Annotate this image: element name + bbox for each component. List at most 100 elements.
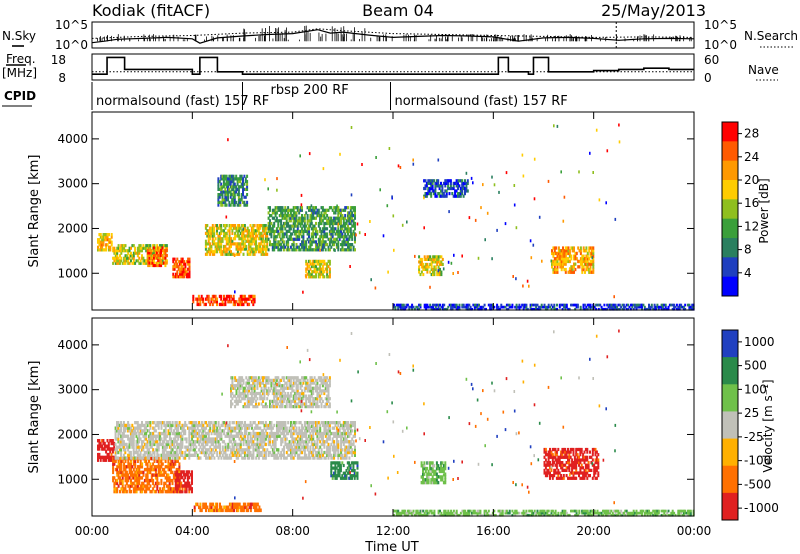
power-cell xyxy=(177,265,180,269)
velocity-cell xyxy=(113,444,116,448)
power-cell xyxy=(434,184,437,188)
velocity-cell xyxy=(178,431,181,436)
power-cell xyxy=(183,275,186,279)
power-cell xyxy=(235,247,238,251)
power-cell xyxy=(320,229,323,233)
power-cell xyxy=(253,242,256,246)
power-cell xyxy=(553,305,556,309)
velocity-cell xyxy=(252,440,255,444)
velocity-cell xyxy=(139,423,142,428)
power-cell xyxy=(337,248,340,252)
velocity-cell xyxy=(189,442,192,447)
velocity-cell xyxy=(312,423,315,428)
power-cell xyxy=(340,221,342,226)
velocity-cell xyxy=(257,450,260,455)
velocity-cell xyxy=(128,429,131,433)
velocity-cell xyxy=(168,445,171,449)
velocity-cell xyxy=(298,421,301,425)
power-speck xyxy=(322,167,325,171)
power-cell xyxy=(579,259,582,264)
power-cell xyxy=(455,189,458,193)
power-cell xyxy=(284,221,287,226)
power-cell xyxy=(204,302,207,307)
power-cell xyxy=(441,186,444,191)
velocity-cell xyxy=(159,465,162,469)
power-cell xyxy=(147,251,150,255)
velocity-cell xyxy=(231,421,234,425)
velocity-cell xyxy=(180,481,183,485)
velocity-cell xyxy=(188,434,191,438)
velocity-cell xyxy=(120,429,123,433)
power-cell xyxy=(213,231,216,235)
velocity-cell xyxy=(116,426,118,430)
velocity-cell xyxy=(234,505,237,510)
power-cell xyxy=(586,267,589,272)
power-cell xyxy=(444,184,447,188)
power-cell xyxy=(319,235,322,239)
velocity-cell xyxy=(121,456,124,460)
power-cell xyxy=(246,237,249,241)
power-cell xyxy=(236,226,239,230)
power-cell xyxy=(179,272,181,276)
power-cell xyxy=(262,252,264,256)
velocity-cell xyxy=(138,453,141,457)
velocity-cell xyxy=(184,473,187,477)
velocity-cell xyxy=(238,505,241,510)
velocity-cell xyxy=(142,487,145,491)
power-speck xyxy=(369,220,371,223)
velocity-cell xyxy=(219,431,221,436)
power-cell xyxy=(120,259,123,263)
power-cell xyxy=(321,267,324,271)
velocity-cell xyxy=(174,462,177,466)
power-cell xyxy=(113,256,116,260)
velocity-cell xyxy=(172,489,175,494)
velocity-cell xyxy=(259,508,262,513)
power-cell xyxy=(296,245,299,249)
velocity-cell xyxy=(116,437,118,441)
power-cell xyxy=(228,244,231,249)
power-speck xyxy=(300,203,303,207)
power-cell xyxy=(231,297,234,301)
power-cell xyxy=(236,177,239,181)
power-cell xyxy=(213,294,216,299)
velocity-cell xyxy=(223,421,226,425)
velocity-cell xyxy=(159,442,162,447)
power-cell xyxy=(354,208,356,212)
velocity-cell xyxy=(292,440,295,444)
power-cell xyxy=(394,305,397,309)
power-cell xyxy=(437,179,440,183)
velocity-cell xyxy=(120,459,123,463)
power-cell xyxy=(430,186,433,191)
velocity-cell xyxy=(312,442,315,447)
power-cell xyxy=(146,244,149,248)
velocity-cell xyxy=(161,467,164,472)
velocity-cell xyxy=(114,429,117,433)
power-cell xyxy=(257,229,260,233)
power-cell xyxy=(529,307,532,311)
velocity-cell xyxy=(149,423,152,428)
power-cell xyxy=(235,226,238,230)
power-cell xyxy=(207,250,210,254)
power-cell xyxy=(465,181,468,185)
power-cell xyxy=(267,216,270,220)
power-cell xyxy=(622,305,625,309)
power-cell xyxy=(340,214,342,218)
velocity-cell xyxy=(260,453,263,457)
velocity-cell xyxy=(134,429,137,433)
power-cell xyxy=(278,227,281,231)
power-cell xyxy=(139,249,142,253)
power-cell xyxy=(236,203,239,207)
velocity-cell xyxy=(226,505,228,510)
power-cell xyxy=(136,249,139,253)
velocity-cell xyxy=(181,487,184,491)
power-cell xyxy=(245,247,248,251)
velocity-cell xyxy=(138,467,141,472)
power-cell xyxy=(242,200,244,204)
velocity-cell xyxy=(209,440,212,444)
power-cell xyxy=(159,261,161,265)
power-cell xyxy=(151,261,154,265)
power-cell xyxy=(142,244,145,248)
velocity-cell xyxy=(139,437,142,441)
power-cell xyxy=(435,184,438,188)
velocity-cell xyxy=(123,462,126,466)
